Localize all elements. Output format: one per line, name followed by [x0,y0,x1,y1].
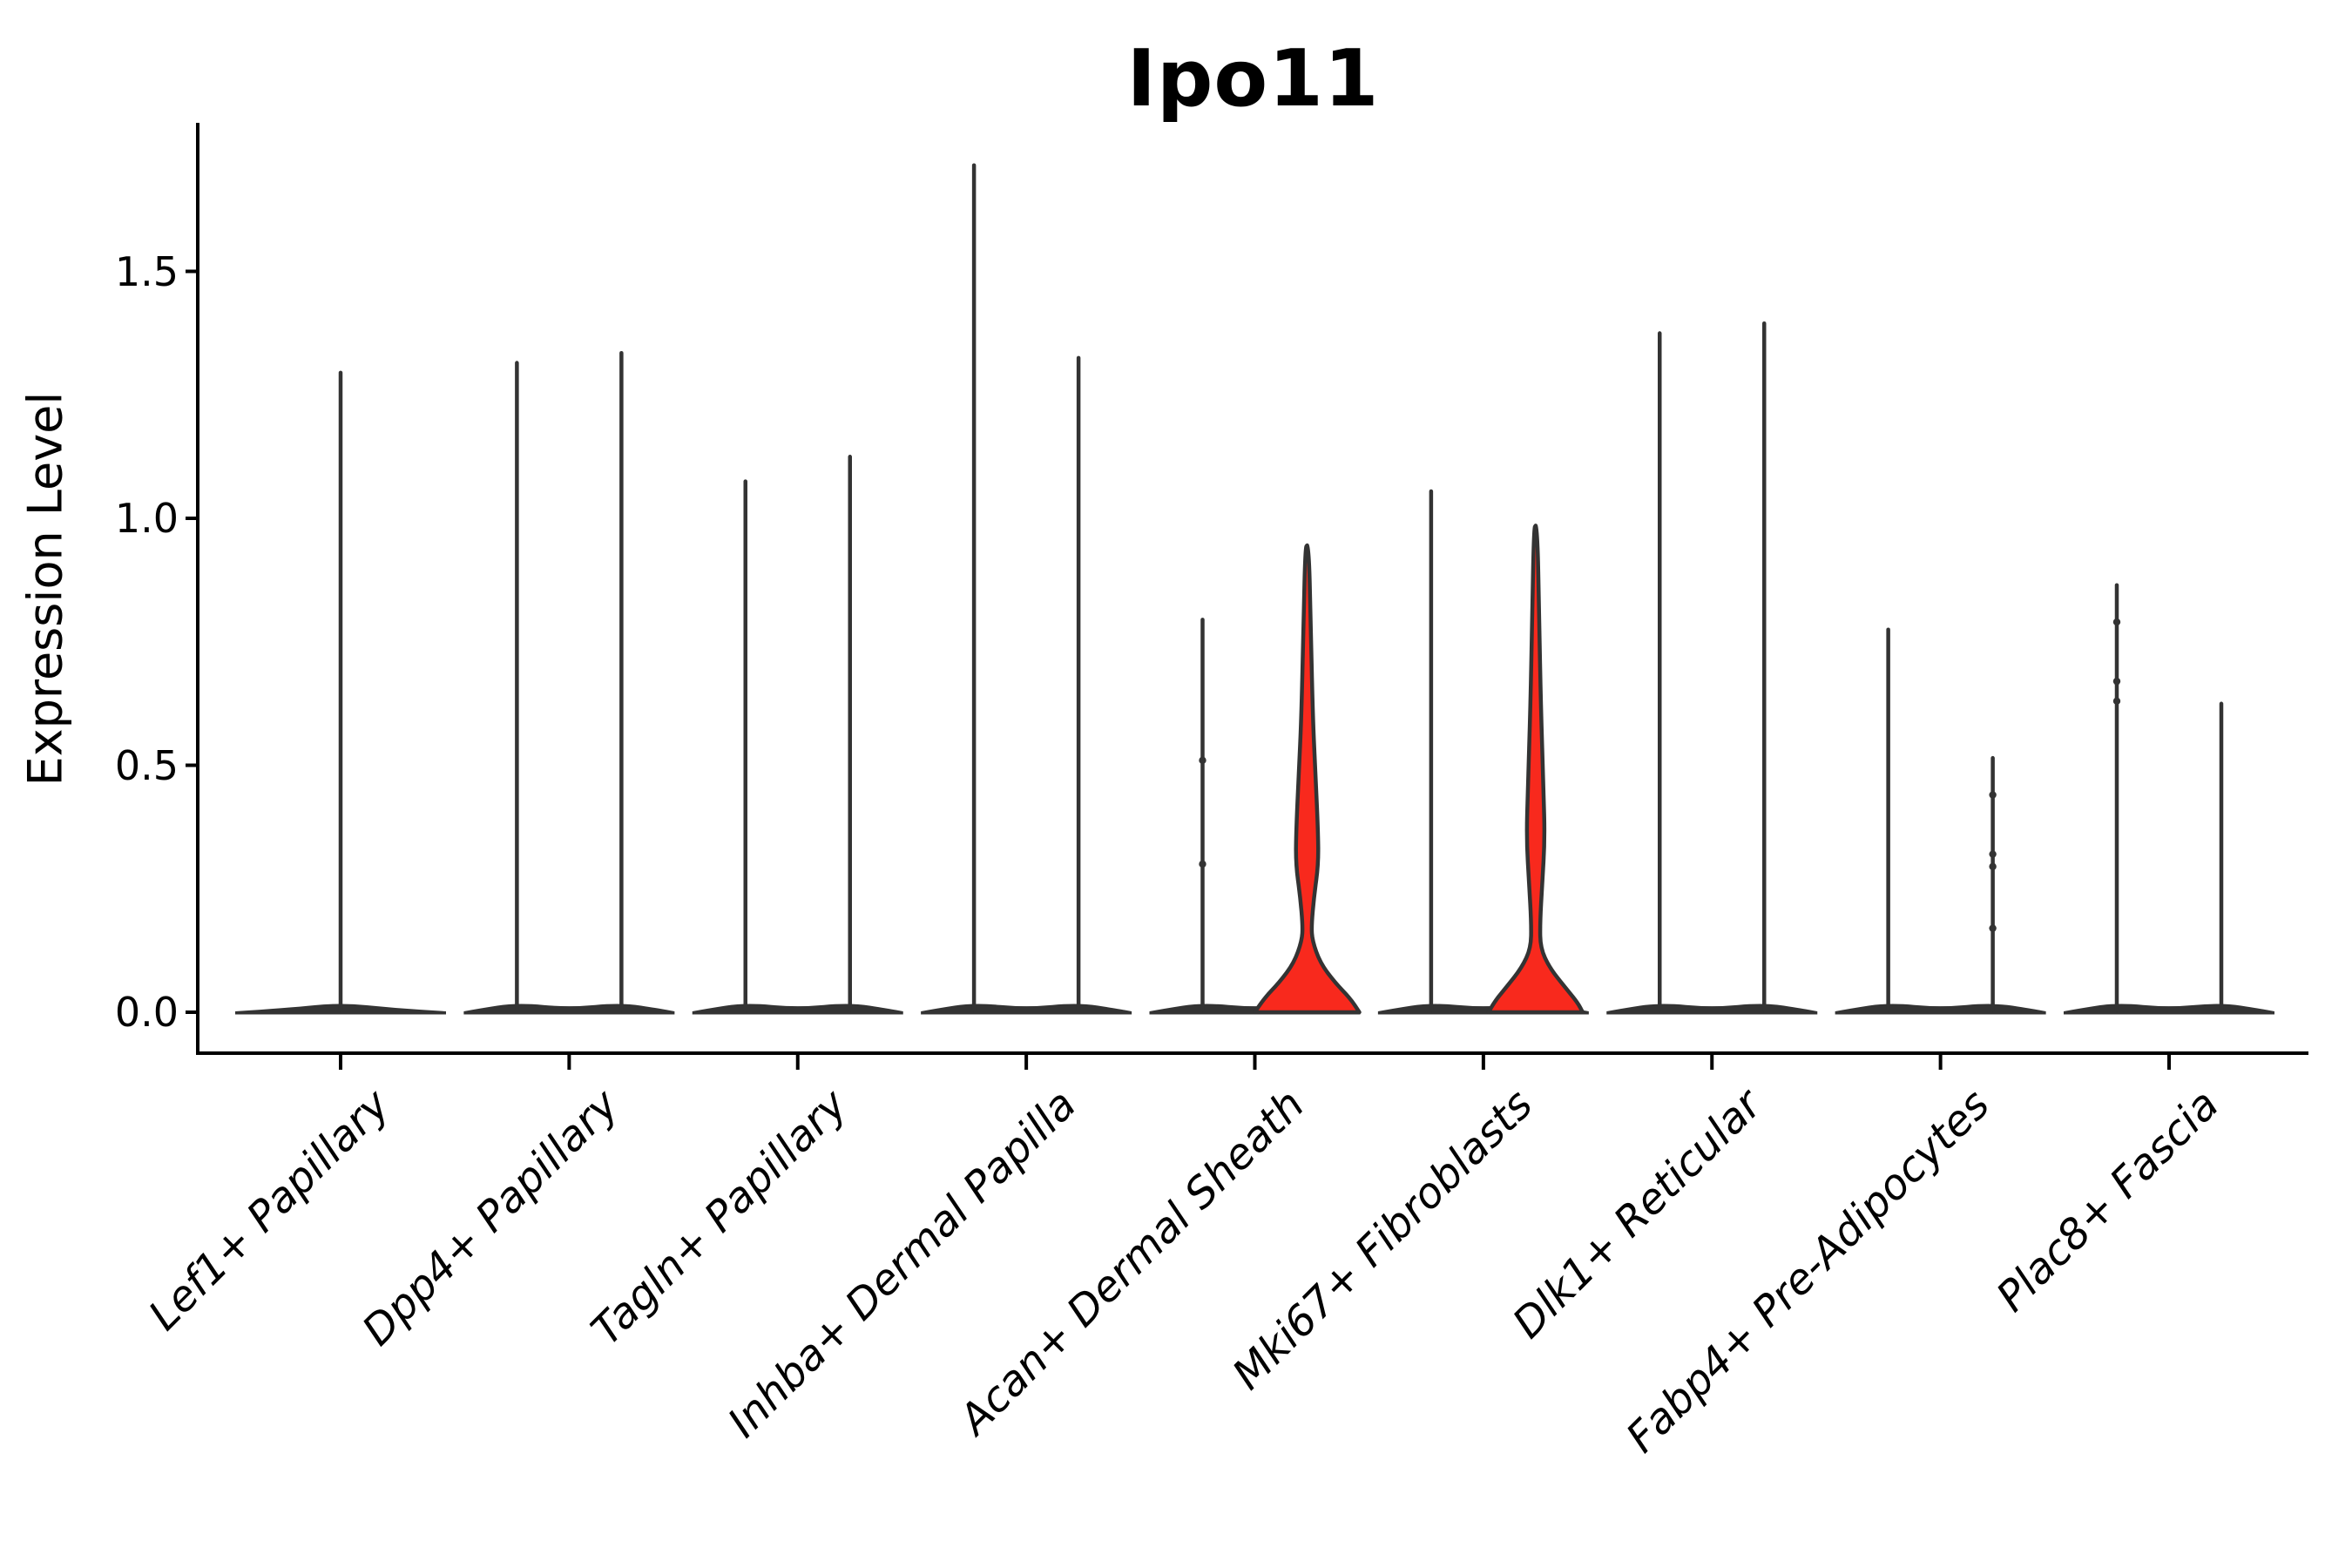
violin-zero-base [1835,1004,2046,1015]
violin-point-nub [2112,697,2121,705]
y-tick-label: 0.5 [114,741,179,789]
violin-point-nub [1989,850,1997,858]
violin-point-nub [1199,860,1206,868]
y-tick-label: 1.5 [114,247,179,295]
violin-zero-base [463,1004,675,1015]
violin-zero-base [921,1004,1132,1015]
violin-point-nub [2112,618,2121,626]
violin-point-nub [1989,924,1997,932]
violin-point-nub [1989,791,1997,799]
violin-point-nub [2112,677,2121,686]
violin-point-nub [1199,756,1206,765]
y-tick-label: 0.0 [114,989,179,1036]
violin-body-highlighted [1486,524,1585,1015]
y-tick-label: 1.0 [114,495,179,542]
violin-body-highlighted [1253,543,1362,1015]
violin-zero-base [2064,1004,2274,1015]
violin-point-nub [1989,862,1997,870]
violin-zero-base [1606,1004,1818,1015]
plot-title: Ipo11 [1126,33,1380,125]
violin-zero-base [692,1004,903,1015]
